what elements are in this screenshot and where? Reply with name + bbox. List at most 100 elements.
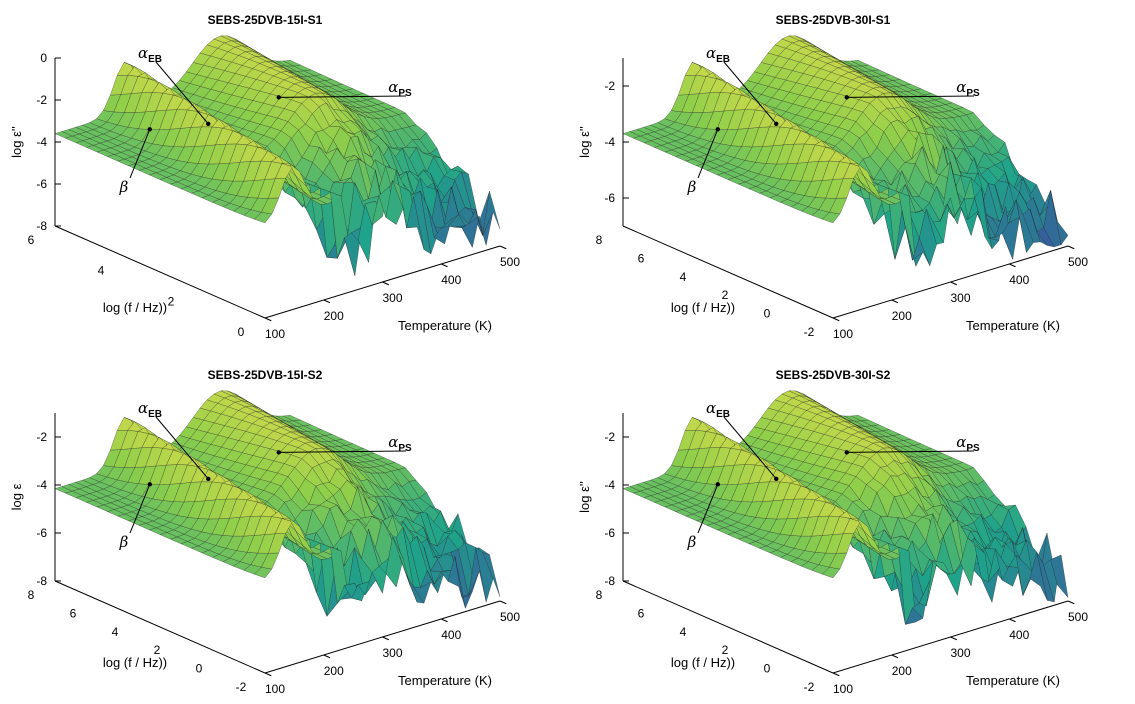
z-tick-label: -4 — [36, 135, 47, 149]
z-tick-label: -2 — [36, 430, 47, 444]
z-tick-label: -2 — [604, 79, 615, 93]
y-axis-label: log (f / Hz)) — [103, 300, 167, 315]
z-tick-label: -2 — [36, 93, 47, 107]
chart-panel-2: SEBS-25DVB-30I-S1 100 200 300 400 500 -2 0 2 4 6 8 -… — [568, 0, 1128, 345]
x-tick-mark — [891, 654, 899, 659]
y-tick-label: 4 — [680, 625, 687, 639]
x-tick-mark — [832, 317, 840, 322]
z-tick-label: -6 — [36, 177, 47, 191]
z-tick-label: -6 — [604, 526, 615, 540]
z-tick-label: -4 — [36, 478, 47, 492]
x-tick-label: 300 — [950, 291, 970, 305]
chart-title: SEBS-25DVB-15I-S2 — [208, 368, 323, 382]
annotation-alpha-ps: αPS — [956, 433, 980, 454]
z-tick-label: -6 — [36, 526, 47, 540]
y-tick-label: 6 — [638, 606, 645, 620]
x-tick-label: 500 — [1068, 255, 1088, 269]
surface-plot-svg: SEBS-25DVB-15I-S2100200300400500-202468-… — [9, 368, 520, 696]
annotation-beta: β — [119, 533, 129, 551]
x-axis-label: Temperature (K) — [966, 673, 1060, 688]
y-tick-label: 8 — [596, 233, 603, 247]
x-axis-label: Temperature (K) — [398, 318, 492, 333]
y-axis-label: log (f / Hz)) — [671, 300, 735, 315]
y-axis-line — [54, 225, 266, 319]
annotation-arrow — [155, 61, 209, 125]
annotation-arrow — [697, 129, 719, 179]
y-axis-line — [622, 225, 834, 319]
surface-plot-svg: SEBS-25DVB-30I-S2100200300400500-202468-… — [577, 368, 1088, 696]
x-tick-label: 300 — [382, 291, 402, 305]
surface-mesh — [54, 35, 501, 276]
x-tick-label: 200 — [324, 664, 344, 678]
y-tick-label: 6 — [70, 606, 77, 620]
x-tick-label: 100 — [265, 682, 285, 696]
chart-title: SEBS-25DVB-15I-S1 — [208, 13, 323, 27]
annotation-arrow — [278, 450, 407, 453]
y-tick-label: -2 — [804, 325, 815, 339]
chart-panel-3: SEBS-25DVB-15I-S2 100 200 300 400 500 -2 0 2 4 6 8-… — [0, 355, 560, 700]
x-tick-mark — [499, 600, 507, 605]
z-tick-label: -8 — [36, 219, 47, 233]
x-tick-label: 200 — [892, 309, 912, 323]
surface-mesh — [622, 35, 1069, 267]
x-tick-label: 100 — [833, 327, 853, 341]
annotation-arrowhead — [147, 127, 152, 132]
z-axis-label: log ε'' — [577, 126, 592, 158]
x-tick-mark — [1009, 263, 1016, 268]
z-tick-label: -8 — [36, 574, 47, 588]
annotation-arrowhead — [844, 95, 849, 100]
x-tick-mark — [1009, 618, 1016, 623]
x-tick-mark — [1067, 600, 1075, 605]
surface-patch — [482, 552, 501, 597]
y-axis-line — [54, 580, 266, 674]
y-tick-label: 0 — [196, 662, 203, 676]
z-tick-label: 0 — [40, 51, 47, 65]
x-tick-mark — [950, 281, 958, 286]
annotation-arrow — [846, 95, 975, 98]
y-tick-label: 0 — [764, 662, 771, 676]
annotation-arrow — [278, 95, 407, 98]
x-tick-mark — [832, 672, 840, 677]
surface-patch — [1050, 554, 1069, 599]
x-tick-mark — [441, 618, 448, 623]
annotation-arrow — [846, 450, 975, 453]
annotation-alpha-ps: αPS — [956, 78, 980, 99]
z-tick-label: -6 — [604, 191, 615, 205]
y-tick-label: -2 — [236, 680, 247, 694]
y-tick-label: 2 — [722, 288, 729, 302]
chart-title: SEBS-25DVB-30I-S1 — [776, 13, 891, 27]
annotation-alpha-eb: αEB — [138, 399, 162, 420]
annotation-arrow — [697, 484, 719, 534]
annotation-alpha-ps: αPS — [388, 78, 412, 99]
y-tick-label: 8 — [28, 588, 35, 602]
x-tick-label: 200 — [892, 664, 912, 678]
y-tick-label: 0 — [764, 307, 771, 321]
x-tick-label: 400 — [441, 273, 461, 287]
annotation-alpha-eb: αEB — [706, 399, 730, 420]
x-tick-mark — [264, 672, 272, 677]
y-tick-label: 4 — [112, 625, 119, 639]
annotation-alpha-eb: αEB — [138, 44, 162, 65]
annotation-beta: β — [687, 533, 697, 551]
x-tick-mark — [264, 317, 272, 322]
chart-panel-4: SEBS-25DVB-30I-S2 100 200 300 400 500 -2 0 2 4 6 8-… — [568, 355, 1128, 700]
x-tick-mark — [950, 636, 958, 641]
y-tick-label: 6 — [28, 233, 35, 247]
x-tick-label: 300 — [382, 646, 402, 660]
chart-title: SEBS-25DVB-30I-S2 — [776, 368, 891, 382]
surface-plot-svg: SEBS-25DVB-15I-S1 100 200 300 400 500 0 2 4 6 0 -2 -… — [9, 13, 520, 341]
annotation-arrowhead — [774, 476, 779, 482]
surface-mesh — [54, 390, 501, 617]
x-tick-mark — [441, 263, 448, 268]
annotation-beta: β — [687, 178, 697, 196]
surface-patch — [482, 191, 501, 236]
x-tick-mark — [499, 245, 507, 250]
y-tick-label: 6 — [638, 251, 645, 265]
x-tick-mark — [323, 654, 331, 659]
z-axis-label: log ε'' — [9, 126, 24, 158]
annotation-alpha-ps: αPS — [388, 433, 412, 454]
annotation-alpha-eb: αEB — [706, 44, 730, 65]
x-tick-mark — [382, 281, 390, 286]
y-tick-label: 4 — [98, 264, 105, 278]
annotation-arrowhead — [774, 121, 779, 127]
